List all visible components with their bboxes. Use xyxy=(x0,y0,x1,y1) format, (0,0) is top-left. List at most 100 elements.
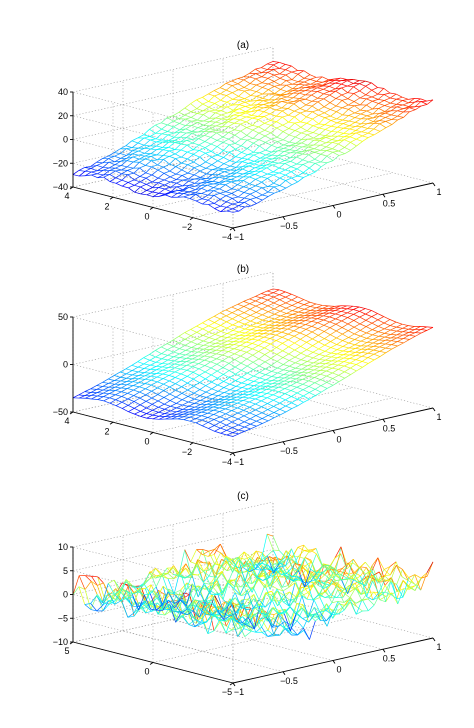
mesh-segment xyxy=(210,353,217,358)
mesh-segment xyxy=(313,132,320,135)
mesh-segment xyxy=(204,359,211,363)
mesh-segment xyxy=(145,394,153,399)
mesh-segment xyxy=(202,101,209,105)
mesh-segment xyxy=(224,396,231,400)
mesh-segment xyxy=(426,327,434,331)
mesh-segment xyxy=(220,561,228,567)
mesh-segment xyxy=(198,365,206,370)
mesh-segment xyxy=(240,574,247,587)
mesh-segment xyxy=(341,315,348,318)
mesh-segment xyxy=(197,119,204,122)
mesh-segment xyxy=(280,89,287,92)
mesh-segment xyxy=(218,180,226,183)
mesh-segment xyxy=(378,103,385,106)
mesh-segment xyxy=(194,619,202,625)
mesh-segment xyxy=(192,138,199,140)
mesh-segment xyxy=(219,418,227,423)
mesh-segment xyxy=(236,616,243,622)
mesh-segment xyxy=(193,389,200,394)
mesh-segment xyxy=(275,107,282,111)
mesh-segment xyxy=(272,613,279,628)
mesh-segment xyxy=(336,114,343,120)
mesh-segment xyxy=(260,170,268,175)
mesh-segment xyxy=(96,389,104,393)
mesh-segment xyxy=(217,610,224,612)
mesh-segment xyxy=(205,381,212,386)
mesh-segment xyxy=(196,328,203,333)
mesh-segment xyxy=(284,390,292,394)
mesh-segment xyxy=(320,370,327,372)
mesh-segment xyxy=(210,591,218,601)
mesh-segment xyxy=(213,404,220,408)
mesh-segment xyxy=(114,594,121,602)
mesh-segment xyxy=(225,405,232,410)
mesh-segment xyxy=(178,107,185,113)
mesh-segment xyxy=(189,414,196,418)
mesh-segment xyxy=(371,87,378,91)
mesh-segment xyxy=(360,330,367,334)
mesh-segment xyxy=(220,205,227,208)
mesh-segment xyxy=(114,600,121,605)
mesh-segment xyxy=(270,347,277,352)
mesh-segment xyxy=(343,125,350,129)
mesh-segment xyxy=(199,170,207,175)
mesh-segment xyxy=(373,128,381,132)
mesh-segment xyxy=(218,169,225,173)
mesh-segment xyxy=(245,104,252,107)
mesh-segment xyxy=(241,379,248,384)
mesh-segment xyxy=(152,192,160,197)
mesh-segment xyxy=(244,98,251,102)
mesh-segment xyxy=(298,87,306,92)
mesh-segment xyxy=(169,377,176,382)
mesh-segment xyxy=(194,178,201,184)
mesh-segment xyxy=(234,350,241,355)
grid-line xyxy=(72,91,234,134)
mesh-segment xyxy=(267,69,274,73)
mesh-segment xyxy=(167,126,174,132)
mesh-segment xyxy=(85,171,92,177)
mesh-segment xyxy=(273,182,280,186)
mesh-segment xyxy=(255,78,263,84)
mesh-segment xyxy=(205,164,213,169)
mesh-segment xyxy=(234,574,242,587)
mesh-segment xyxy=(372,115,380,119)
mesh-segment xyxy=(214,106,222,111)
mesh-segment xyxy=(162,591,169,605)
mesh-segment xyxy=(255,398,262,402)
mesh-segment xyxy=(329,312,336,315)
mesh-segment xyxy=(271,376,278,378)
mesh-segment xyxy=(132,375,139,379)
mesh-segment xyxy=(301,607,309,618)
mesh-segment xyxy=(221,562,228,574)
mesh-segment xyxy=(229,366,236,371)
mesh-segment xyxy=(266,157,273,160)
mesh-segment xyxy=(353,323,361,328)
mesh-segment xyxy=(144,369,151,373)
mesh-segment xyxy=(186,366,193,371)
mesh-segment xyxy=(257,330,264,334)
mesh-segment xyxy=(264,341,271,345)
mesh-segment xyxy=(303,167,310,173)
mesh-segment xyxy=(214,199,221,204)
mesh-segment xyxy=(303,627,310,640)
mesh-segment xyxy=(126,153,133,156)
mesh-segment xyxy=(210,367,218,372)
mesh-segment xyxy=(216,129,223,133)
mesh-segment xyxy=(348,117,356,122)
mesh-segment xyxy=(186,361,193,363)
mesh-segment xyxy=(205,374,212,380)
mesh-segment xyxy=(97,395,104,397)
mesh-segment xyxy=(277,141,284,146)
mesh-segment xyxy=(335,87,342,90)
mesh-segment xyxy=(263,336,271,339)
mesh-segment xyxy=(212,615,219,619)
mesh-segment xyxy=(228,122,235,127)
mesh-segment xyxy=(194,177,201,180)
mesh-segment xyxy=(258,126,265,131)
mesh-segment xyxy=(305,317,312,321)
mesh-segment xyxy=(326,148,333,151)
mesh-segment xyxy=(226,434,234,437)
mesh-segment xyxy=(321,388,328,393)
mesh-segment xyxy=(257,107,264,111)
mesh-segment xyxy=(228,351,235,355)
